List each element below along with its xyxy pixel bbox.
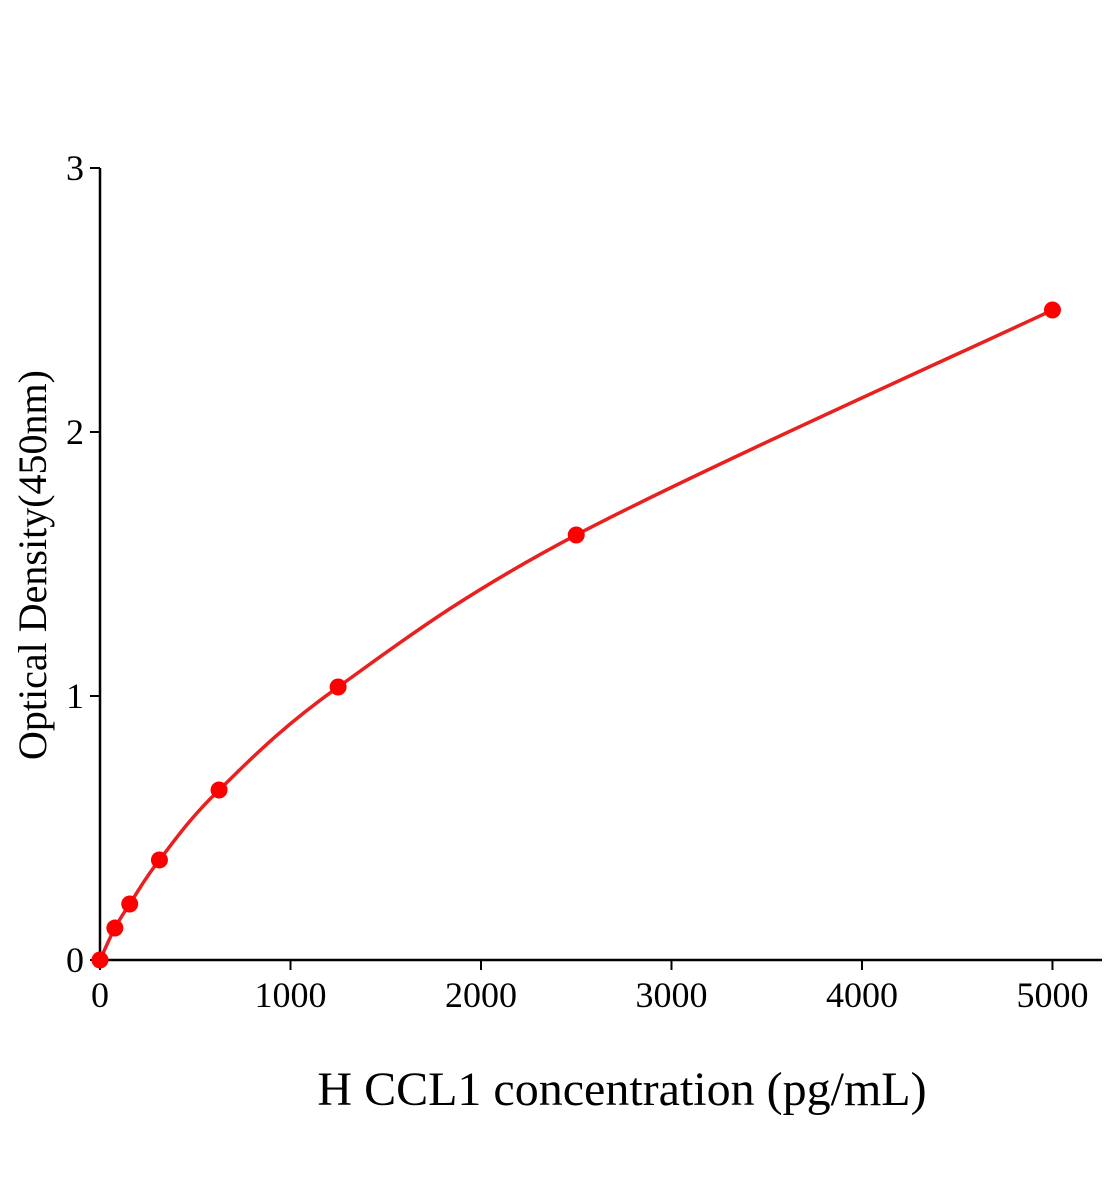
- fit-curve: [98, 308, 1054, 961]
- x-tick-label: 5000: [1016, 975, 1088, 1015]
- data-point: [150, 851, 168, 869]
- x-tick-label: 3000: [635, 975, 707, 1015]
- y-axis-title: Optical Density(450nm): [10, 370, 55, 760]
- y-tick-label: 2: [66, 412, 84, 452]
- data-point: [121, 895, 139, 913]
- y-tick-label: 3: [66, 148, 84, 188]
- data-point: [91, 951, 109, 969]
- y-tick-label: 1: [66, 676, 84, 716]
- data-point: [210, 781, 228, 799]
- data-point: [106, 919, 124, 937]
- data-point: [567, 526, 585, 544]
- y-tick-label: 0: [66, 940, 84, 980]
- x-tick-label: 1000: [254, 975, 326, 1015]
- x-axis-title: H CCL1 concentration (pg/mL): [317, 1063, 926, 1116]
- x-tick-label: 0: [91, 975, 109, 1015]
- data-point: [329, 678, 347, 696]
- x-tick-label: 2000: [445, 975, 517, 1015]
- x-tick-label: 4000: [826, 975, 898, 1015]
- data-point: [1043, 301, 1061, 319]
